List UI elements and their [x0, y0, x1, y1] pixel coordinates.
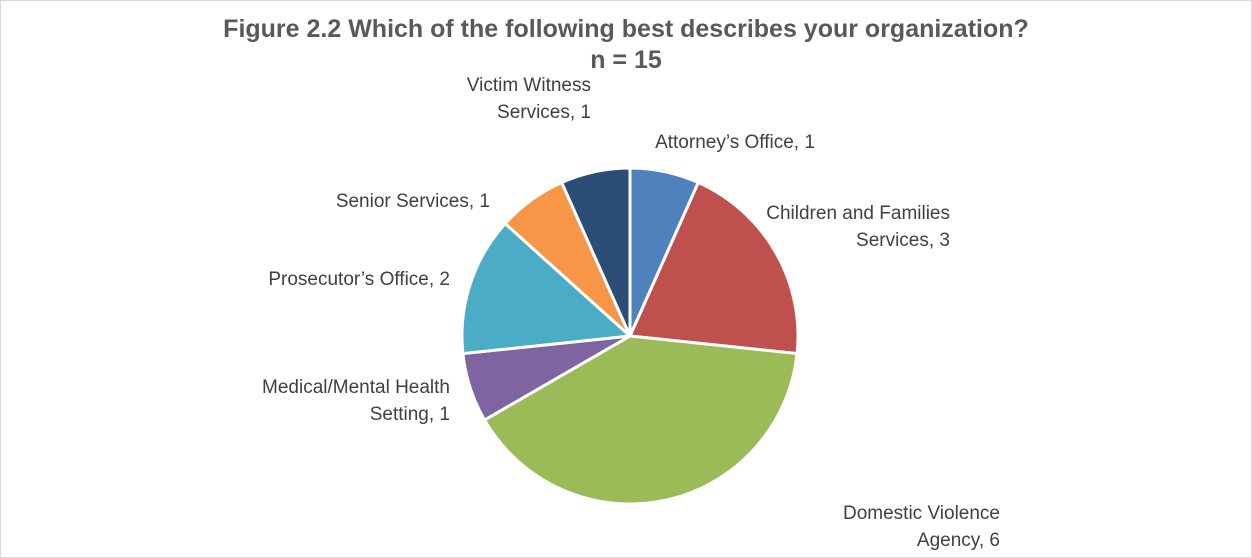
slice-label-line: Services, 1 — [497, 102, 591, 123]
chart-title: Figure 2.2 Which of the following best d… — [223, 15, 1029, 43]
slice-label: Senior Services, 1 — [336, 191, 490, 212]
slice-label-line: Agency, 6 — [917, 530, 1000, 551]
slice-label-line: Medical/Mental Health — [262, 377, 450, 398]
slice-label-line: Attorney’s Office, 1 — [655, 132, 815, 153]
slice-label: Medical/Mental Health Setting, 1 — [262, 377, 450, 425]
slice-label-line: Children and Families — [766, 203, 950, 224]
slice-label: Attorney’s Office, 1 — [655, 132, 815, 153]
slice-label: Children and Families Services, 3 — [766, 203, 950, 251]
chart-subtitle: n = 15 — [590, 46, 662, 74]
slice-label-line: Prosecutor’s Office, 2 — [268, 269, 450, 290]
slice-label-line: Victim Witness — [467, 75, 591, 96]
slice-label-line: Senior Services, 1 — [336, 191, 490, 212]
slice-label-line: Domestic Violence — [843, 503, 1000, 524]
pie-slice — [627, 180, 800, 356]
slice-label: Domestic Violence Agency, 6 — [843, 503, 1000, 551]
slice-label-line: Services, 3 — [856, 230, 950, 251]
slice-label-line: Setting, 1 — [370, 404, 450, 425]
pie-slice — [460, 221, 634, 356]
pie-slice — [559, 166, 632, 337]
slice-label: Prosecutor’s Office, 2 — [268, 269, 450, 290]
pie-slice — [482, 334, 799, 506]
slice-label: Victim Witness Services, 1 — [467, 75, 591, 123]
